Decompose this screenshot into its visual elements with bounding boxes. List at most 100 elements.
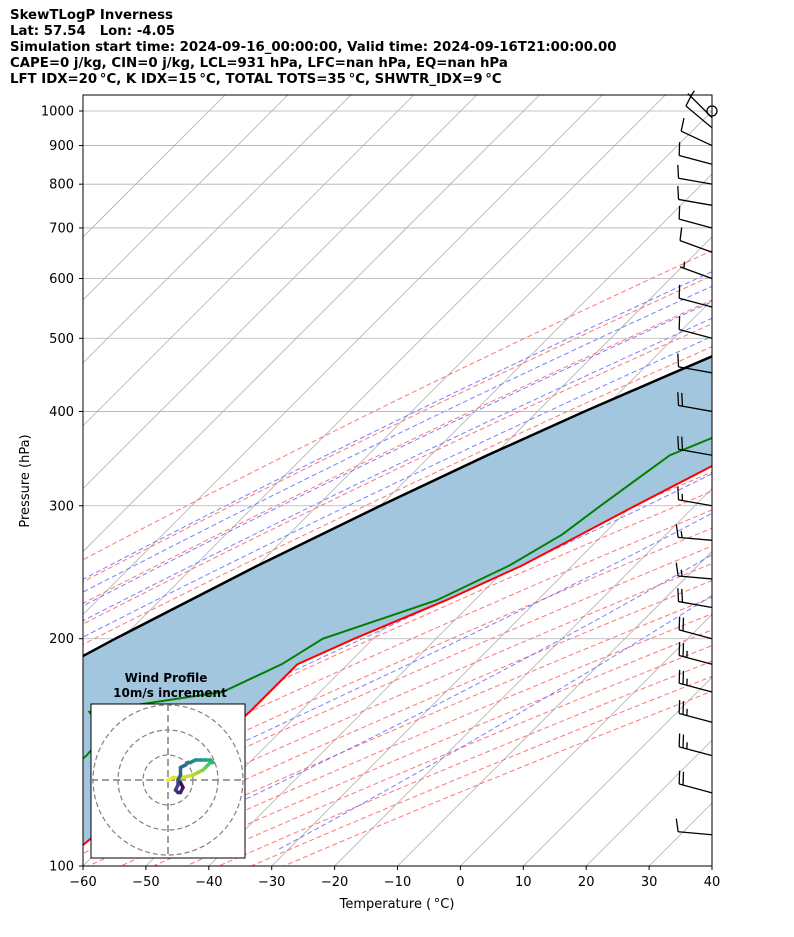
x-axis-label: Temperature ( °C) bbox=[339, 897, 455, 912]
isotherm-line bbox=[83, 95, 352, 364]
wind-barb bbox=[685, 93, 713, 129]
x-tick-label: 0 bbox=[456, 875, 464, 890]
chart-header: SkewTLogP Inverness Lat: 57.54 Lon: -4.0… bbox=[10, 8, 617, 88]
wind-barb bbox=[678, 642, 713, 665]
wind-barb-shaft bbox=[678, 536, 713, 541]
wind-profile-hodograph: Wind Profile 10m/s increment bbox=[90, 671, 246, 859]
y-axis-label: Pressure (hPa) bbox=[18, 434, 33, 527]
moist-adiabat-line bbox=[83, 301, 712, 607]
wind-barb-shaft bbox=[678, 218, 713, 229]
wind-barb-flag bbox=[675, 818, 679, 832]
wind-barb bbox=[678, 616, 713, 640]
wind-barb-flag bbox=[681, 436, 684, 451]
y-tick-label: 600 bbox=[49, 272, 74, 287]
x-tick-label: −20 bbox=[321, 875, 348, 890]
wind-barb-flag bbox=[679, 227, 683, 241]
y-tick-label: 1000 bbox=[41, 104, 74, 119]
wind-barb bbox=[678, 700, 713, 723]
wind-barb-flag bbox=[675, 562, 679, 577]
wind-barb-half-flag bbox=[680, 569, 683, 577]
wind-barb bbox=[679, 227, 713, 253]
dry-adiabat-line bbox=[83, 509, 712, 791]
y-tick-label: 200 bbox=[49, 632, 74, 647]
wind-barb-flag bbox=[675, 524, 679, 538]
x-tick-label: −40 bbox=[195, 875, 222, 890]
wind-barb bbox=[680, 117, 713, 147]
wind-barb-shaft bbox=[678, 682, 713, 693]
wind-barb-flag bbox=[677, 186, 680, 200]
y-tick-label: 500 bbox=[49, 332, 74, 347]
dry-adiabat-line bbox=[83, 346, 712, 645]
wind-barb-shaft bbox=[678, 746, 713, 757]
y-tick-label: 700 bbox=[49, 221, 74, 236]
indices-line-1: CAPE=0 j/kg, CIN=0 j/kg, LCL=931 hPa, LF… bbox=[10, 56, 508, 72]
wind-barb-flag bbox=[677, 435, 680, 450]
isotherm-line bbox=[83, 95, 414, 427]
cin-shaded-area bbox=[83, 356, 712, 846]
wind-barb bbox=[678, 142, 713, 165]
wind-barb-shaft bbox=[678, 154, 713, 165]
wind-barb-shaft bbox=[678, 831, 713, 836]
dry-adiabat-line bbox=[83, 249, 712, 561]
wind-barb bbox=[678, 669, 713, 693]
wind-barb-shaft bbox=[678, 499, 713, 507]
wind-barb bbox=[675, 524, 713, 541]
wind-barb-shaft bbox=[678, 198, 713, 206]
wind-barb-shaft bbox=[678, 448, 713, 456]
isotherm-line bbox=[83, 95, 226, 238]
x-tick-label: −60 bbox=[69, 875, 96, 890]
y-tick-label: 100 bbox=[49, 860, 74, 875]
wind-barb bbox=[677, 186, 713, 206]
dry-adiabat-line bbox=[83, 323, 712, 625]
wind-barb bbox=[677, 588, 713, 609]
moist-adiabat-line bbox=[83, 285, 712, 593]
wind-barb-shaft bbox=[678, 575, 713, 580]
wind-barb-flag bbox=[685, 93, 693, 107]
wind-barb-shaft bbox=[680, 130, 713, 147]
wind-barb-flag bbox=[677, 164, 680, 179]
wind-barb-shaft bbox=[678, 783, 713, 794]
dry-adiabat-line bbox=[83, 527, 712, 807]
wind-barb bbox=[675, 562, 713, 580]
wind-barb bbox=[677, 435, 713, 456]
x-tick-label: 40 bbox=[704, 875, 721, 890]
isotherm-line bbox=[334, 488, 712, 866]
wind-barb-shaft bbox=[678, 600, 713, 609]
wind-barb bbox=[677, 486, 713, 507]
x-tick-label: 20 bbox=[578, 875, 595, 890]
wind-barb bbox=[678, 205, 713, 229]
chart-title: SkewTLogP Inverness bbox=[10, 8, 173, 23]
x-tick-label: −10 bbox=[384, 875, 411, 890]
x-tick-label: 10 bbox=[515, 875, 532, 890]
parcel-profile-line bbox=[83, 355, 712, 658]
wind-barb-flag bbox=[681, 392, 684, 407]
x-tick-label: 30 bbox=[641, 875, 658, 890]
wind-barb bbox=[678, 284, 713, 308]
wind-barb-shaft bbox=[678, 366, 713, 374]
wind-barb-shaft bbox=[679, 266, 713, 280]
moist-adiabat-line bbox=[83, 271, 712, 580]
wind-barb-flag bbox=[677, 353, 680, 367]
isotherm-line bbox=[775, 95, 794, 866]
y-tick-label: 900 bbox=[49, 139, 74, 154]
wind-barb-shaft bbox=[678, 328, 713, 339]
wind-barb-shaft bbox=[679, 240, 713, 253]
wind-barb-flag bbox=[680, 117, 685, 132]
wind-barb-shaft bbox=[685, 105, 713, 129]
indices-line-2: LFT IDX=20 °C, K IDX=15 °C, TOTAL TOTS=3… bbox=[10, 72, 502, 88]
y-tick-label: 800 bbox=[49, 178, 74, 193]
location-line: Lat: 57.54 Lon: -4.05 bbox=[10, 24, 176, 40]
isotherm-line bbox=[83, 95, 477, 490]
y-tick-label: 300 bbox=[49, 499, 74, 514]
wind-barb bbox=[677, 164, 713, 185]
isotherm-line bbox=[523, 676, 712, 866]
wind-barb-flag bbox=[677, 486, 680, 500]
dry-adiabat-line bbox=[83, 545, 712, 823]
wind-barb-shaft bbox=[678, 404, 713, 413]
wind-barb-shaft bbox=[678, 654, 713, 665]
wind-barb-shaft bbox=[678, 177, 713, 185]
wind-barb-shaft bbox=[678, 297, 713, 308]
moist-adiabat-line bbox=[83, 335, 712, 638]
isotherm-line bbox=[83, 95, 540, 553]
